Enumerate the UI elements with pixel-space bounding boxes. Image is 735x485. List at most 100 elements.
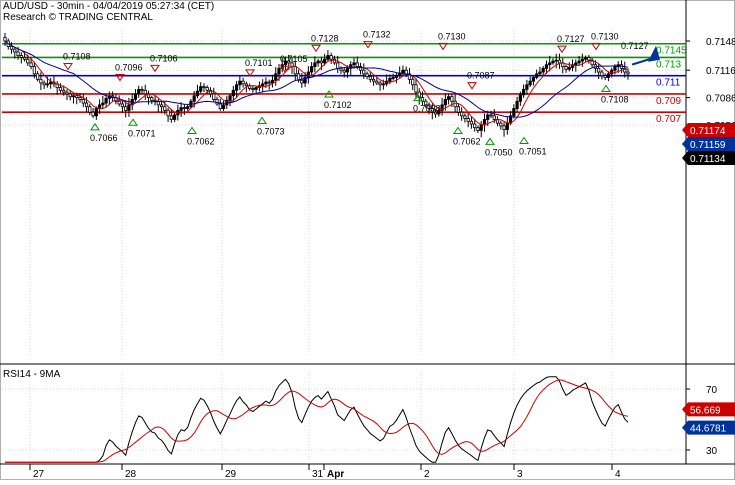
high-annotation-label: 0.7087 [467,71,495,81]
candle-body [538,71,542,75]
high-annotation-label: 0.7096 [115,62,143,72]
candle-body [499,122,503,127]
candle-body [554,59,558,62]
low-annotation-label: 0.7071 [128,128,156,138]
candle-body [460,111,464,117]
candle-body [433,111,438,115]
low-marker-triangle [485,137,495,145]
low-marker-triangle [187,126,197,134]
candle-body [241,80,245,85]
low-marker-triangle [324,90,334,98]
candle-body [437,109,441,115]
candle-body [404,69,408,75]
x-tick-label: Apr [327,469,344,480]
ma-slow-line [4,40,629,118]
candle-body [381,83,385,86]
candle-body [251,88,255,90]
candle-body [68,93,72,98]
candle-body [528,80,532,86]
candle-body [371,78,376,82]
candle-body [378,82,382,86]
candle-body [45,83,50,86]
candle-body [215,99,219,105]
candle-body [518,94,522,102]
low-marker-triangle [128,118,138,126]
candle-body [169,115,173,120]
candle-body [352,62,356,66]
price-tag-label: 0.71159 [690,140,726,151]
candle-body [283,60,288,66]
level-label: 0.7145 [656,46,687,57]
candle-body [192,95,196,102]
high-annotation-label: 0.7132 [363,30,391,40]
candle-body [336,62,340,69]
candle-body [479,124,483,131]
low-annotation-label: 0.7102 [324,100,352,110]
candle-body [492,115,496,120]
candle-body [355,62,359,67]
x-tick-label: 2 [424,469,430,480]
candle-body [557,59,562,64]
candle-body [221,104,226,109]
candle-body [91,111,95,117]
candle-body [264,81,268,85]
candle-body [62,89,66,93]
candle-body [323,58,327,64]
candle-body [287,60,291,64]
candle-body [564,66,568,70]
low-marker-triangle [519,136,529,145]
x-tick-label: 31 [312,469,324,480]
candle-body [473,123,477,129]
high-annotation-label: 0.7101 [245,58,273,68]
candle-body [231,89,235,97]
rsi-value-tag-red [682,402,735,417]
candle-body [349,64,353,69]
candle-body [75,95,79,98]
candle-body [583,57,588,60]
candle-body [150,97,154,101]
low-annotation-label: 0.7050 [485,147,513,157]
low-annotation-label: 0.7073 [257,126,285,136]
candle-body [173,114,177,120]
candle-body [407,73,412,80]
candle-body [365,73,369,77]
x-tick-label: 3 [517,469,523,480]
candle-body [19,55,23,58]
candle-body [489,114,493,117]
candle-body [587,57,591,61]
candle-body [94,108,98,117]
candle-body [358,66,363,71]
price-tag-red [682,123,735,137]
candle-body [22,57,27,60]
high-annotation-label: 0.7105 [280,54,308,64]
candle-body [133,93,138,100]
candle-body [610,69,614,75]
candle-body [388,78,392,82]
low-annotation-label: 0.7062 [453,136,481,146]
candle-body [195,90,200,97]
candle-body [316,60,320,64]
candle-body [127,104,131,111]
rsi-line [5,376,629,463]
candle-body [600,71,604,77]
candle-body [486,114,490,120]
candle-body [567,67,571,70]
rsi-value-tag-label: 44.6781 [690,424,727,435]
candle-body [254,87,258,90]
candle-body [261,83,265,87]
candle-body [391,77,395,79]
candle-body [140,88,144,91]
candle-body [234,84,239,91]
ma-fast-line [4,40,628,126]
rsi-title: RSI14 - 9MA [3,369,61,380]
candle-body [293,66,297,75]
candle-body [502,125,506,130]
rsi-value-tag-blue [682,420,735,435]
low-annotation-label: 0.7066 [90,133,118,143]
candle-body [577,60,581,64]
high-marker-triangle [438,42,448,51]
candle-body [603,75,607,78]
high-marker-triangle [245,69,255,77]
high-marker-triangle [363,41,373,49]
